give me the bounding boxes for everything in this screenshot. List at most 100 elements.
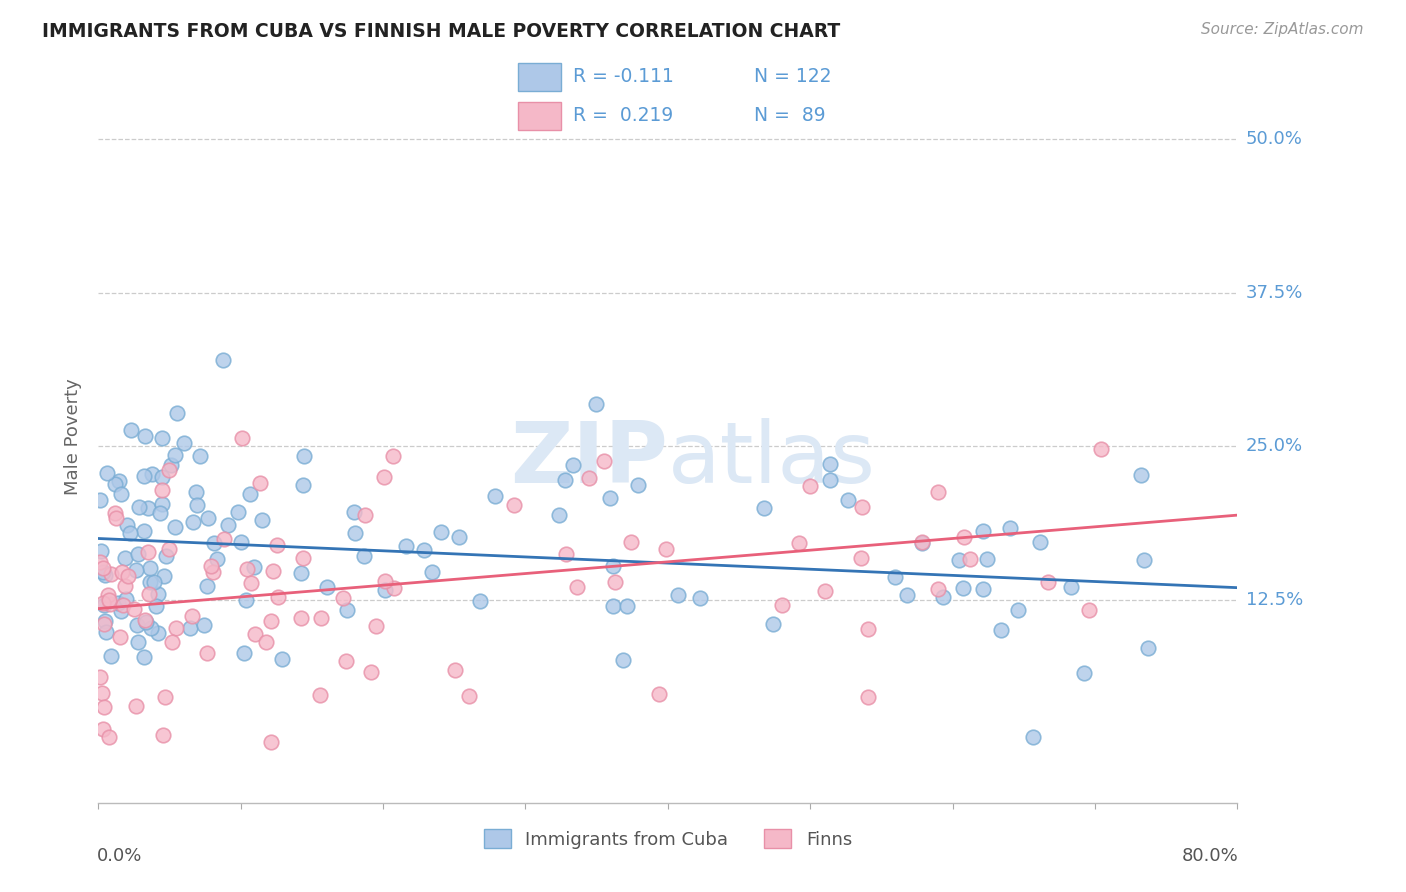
- Point: [1000, 521, 1022, 535]
- Text: 25.0%: 25.0%: [1246, 437, 1303, 455]
- Text: 50.0%: 50.0%: [1246, 130, 1302, 148]
- Point: [202, 536, 225, 550]
- Y-axis label: Male Poverty: Male Poverty: [65, 379, 83, 495]
- Point: [336, 603, 359, 617]
- Point: [141, 467, 163, 481]
- Point: [193, 617, 215, 632]
- Point: [266, 590, 288, 604]
- Text: 37.5%: 37.5%: [1246, 284, 1303, 301]
- Point: [353, 549, 375, 564]
- Point: [200, 559, 222, 574]
- Point: [1133, 552, 1156, 566]
- Point: [316, 580, 339, 594]
- Point: [107, 596, 129, 610]
- Point: [93, 617, 115, 632]
- Point: [770, 598, 793, 612]
- Point: [114, 579, 136, 593]
- Point: [134, 524, 156, 539]
- Point: [132, 650, 155, 665]
- Point: [127, 618, 149, 632]
- Point: [837, 492, 859, 507]
- Point: [1130, 467, 1153, 482]
- Point: [150, 431, 173, 445]
- Text: 12.5%: 12.5%: [1246, 591, 1303, 609]
- Point: [343, 505, 366, 519]
- Point: [603, 575, 626, 590]
- Point: [620, 534, 643, 549]
- Point: [157, 541, 180, 556]
- Point: [799, 479, 821, 493]
- Point: [856, 622, 879, 636]
- Point: [97, 588, 120, 602]
- Point: [245, 627, 267, 641]
- Point: [243, 560, 266, 574]
- Point: [259, 615, 281, 629]
- Point: [197, 510, 219, 524]
- Point: [911, 535, 934, 549]
- Point: [100, 648, 122, 663]
- Point: [548, 508, 571, 523]
- Point: [115, 591, 138, 606]
- Point: [97, 730, 120, 744]
- Point: [104, 510, 127, 524]
- Point: [787, 536, 810, 550]
- Point: [162, 635, 184, 649]
- Point: [108, 474, 131, 488]
- Point: [990, 623, 1012, 637]
- Point: [655, 542, 678, 557]
- Point: [217, 518, 239, 533]
- Point: [668, 588, 690, 602]
- Point: [1007, 603, 1029, 617]
- Point: [911, 534, 934, 549]
- Point: [152, 728, 174, 742]
- Point: [578, 471, 600, 485]
- Point: [896, 588, 918, 602]
- Point: [149, 506, 172, 520]
- Point: [150, 470, 173, 484]
- Point: [502, 498, 524, 512]
- Point: [165, 448, 187, 462]
- Point: [1077, 603, 1099, 617]
- Point: [134, 429, 156, 443]
- Point: [374, 583, 396, 598]
- Point: [364, 619, 387, 633]
- Point: [309, 688, 332, 702]
- Point: [139, 560, 162, 574]
- Point: [89, 670, 111, 684]
- Point: [138, 587, 160, 601]
- Point: [110, 604, 132, 618]
- Point: [122, 602, 145, 616]
- Text: ZIP: ZIP: [510, 417, 668, 500]
- Point: [602, 599, 624, 613]
- Point: [927, 485, 949, 500]
- Point: [292, 449, 315, 463]
- Point: [413, 543, 436, 558]
- Point: [91, 723, 114, 737]
- Point: [124, 563, 146, 577]
- Point: [233, 646, 256, 660]
- Point: [814, 584, 837, 599]
- Point: [562, 458, 585, 472]
- Point: [231, 431, 253, 445]
- Point: [856, 690, 879, 705]
- Point: [972, 582, 994, 596]
- Point: [110, 487, 132, 501]
- Point: [266, 538, 288, 552]
- Point: [585, 397, 607, 411]
- Point: [91, 561, 114, 575]
- Text: 80.0%: 80.0%: [1181, 847, 1239, 864]
- Point: [235, 593, 257, 607]
- Text: R =  0.219: R = 0.219: [574, 106, 673, 125]
- Point: [851, 500, 873, 515]
- Point: [851, 550, 873, 565]
- Text: Source: ZipAtlas.com: Source: ZipAtlas.com: [1201, 22, 1364, 37]
- Point: [239, 486, 262, 500]
- Point: [181, 516, 204, 530]
- Point: [91, 596, 114, 610]
- Point: [959, 552, 981, 566]
- Point: [205, 552, 228, 566]
- Point: [111, 566, 134, 580]
- Point: [332, 591, 354, 606]
- Point: [188, 449, 211, 463]
- Point: [127, 547, 149, 561]
